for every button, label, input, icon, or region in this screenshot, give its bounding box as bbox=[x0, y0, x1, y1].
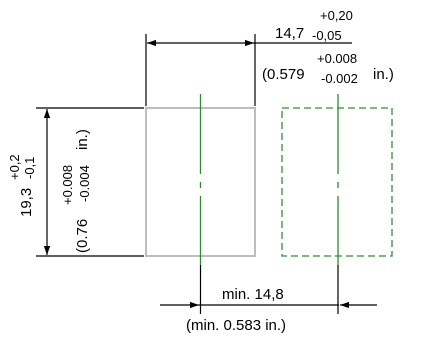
height-inch-group: (0.76 +0.008 -0.004 in.) bbox=[60, 129, 92, 253]
height-nominal-group: 19,3 +0,2 -0,1 bbox=[7, 154, 37, 217]
height-inch-unit: in.) bbox=[74, 129, 91, 150]
height-inch-tolerance-minus: -0.004 bbox=[77, 165, 92, 202]
height-tolerance-minus: -0,1 bbox=[22, 157, 37, 179]
height-inch-value: (0.76 bbox=[74, 219, 91, 253]
pitch-inch-value: (min. 0.583 in.) bbox=[186, 317, 286, 334]
width-inch-unit: in.) bbox=[373, 66, 394, 83]
height-nominal: 19,3 bbox=[18, 188, 35, 217]
width-tolerance-plus: +0,20 bbox=[320, 8, 353, 23]
height-inch-tolerance-plus: +0.008 bbox=[60, 165, 75, 205]
adjacent-component-outline bbox=[281, 107, 393, 257]
pitch-value: min. 14,8 bbox=[222, 286, 284, 303]
width-inch-tolerance-minus: -0.002 bbox=[321, 71, 358, 86]
width-nominal: 14,7 bbox=[275, 25, 304, 42]
width-inch-value: (0.579 bbox=[262, 66, 305, 83]
height-tolerance-plus: +0,2 bbox=[7, 154, 22, 180]
width-inch-tolerance-plus: +0.008 bbox=[317, 51, 357, 66]
width-tolerance-minus: -0,05 bbox=[312, 28, 342, 43]
